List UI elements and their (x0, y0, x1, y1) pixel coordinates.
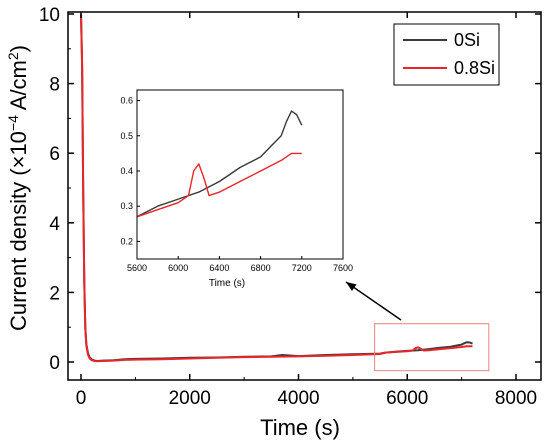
y-tick-label: 2 (49, 283, 60, 304)
main-series-group (80, 13, 473, 363)
inset-x-tick-label: 7200 (292, 263, 312, 273)
inset-y-tick-label: 0.2 (120, 236, 133, 246)
y-tick-label: 0 (49, 353, 60, 374)
inset-y-tick-label: 0.3 (120, 201, 133, 211)
x-tick-label: 2000 (169, 388, 211, 409)
inset-chart: 5600 6000 6400 6800 7200 7600 0.2 0.3 0.4 0.5 0.6… (120, 89, 353, 289)
inset-series-line-0-8si (136, 152, 302, 218)
x-tick-label: 0 (76, 388, 87, 409)
y-axis-ticks: 0 2 4 6 8 10 (39, 5, 541, 374)
inset-x-tick-label: 6800 (251, 263, 271, 273)
inset-x-axis-ticks: 5600 6000 6400 6800 7200 7600 (127, 256, 353, 273)
inset-x-tick-label: 6000 (168, 263, 188, 273)
legend: 0Si 0.8Si (393, 23, 500, 86)
inset-frame (136, 89, 344, 260)
x-axis-ticks: 0 2000 4000 6000 8000 (76, 12, 537, 409)
inset-x-axis-title: Time (s) (209, 278, 245, 289)
series-line-0-8si (80, 13, 473, 363)
x-tick-label: 6000 (386, 388, 428, 409)
y-tick-label: 6 (49, 144, 60, 165)
inset-x-tick-label: 5600 (127, 263, 147, 273)
x-tick-label: 8000 (495, 388, 537, 409)
y-tick-label: 4 (49, 214, 60, 235)
inset-series-line-0si (136, 110, 303, 218)
inset-y-tick-label: 0.5 (120, 131, 133, 141)
legend-box (393, 23, 500, 86)
y-tick-label: 8 (49, 75, 60, 96)
inset-y-tick-label: 0.4 (120, 166, 133, 176)
legend-label-0si: 0Si (454, 30, 480, 50)
y-tick-label: 10 (39, 5, 60, 26)
inset-y-axis-ticks: 0.2 0.3 0.4 0.5 0.6 (120, 96, 140, 246)
inset-series-group (136, 110, 303, 218)
x-axis-title: Time (s) (260, 415, 340, 440)
plot-frame (67, 11, 542, 381)
y-axis-title: Current density (×10−4 A/cm2) (5, 45, 31, 331)
inset-x-tick-label: 7600 (333, 263, 353, 273)
zoom-region-box (374, 323, 490, 372)
zoom-arrow (345, 281, 402, 321)
inset-y-tick-label: 0.6 (120, 96, 133, 106)
legend-label-0-8si: 0.8Si (454, 58, 495, 78)
x-tick-label: 4000 (277, 388, 319, 409)
inset-x-tick-label: 6400 (209, 263, 229, 273)
